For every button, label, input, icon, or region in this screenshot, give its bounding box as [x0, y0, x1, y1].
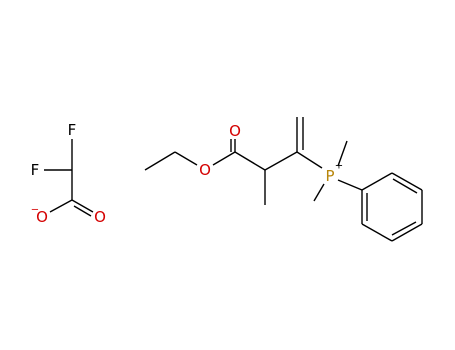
- atom-label: F: [31, 161, 40, 179]
- atom-label: F: [68, 121, 77, 139]
- atom-label: O: [229, 122, 241, 140]
- charge: −: [31, 205, 39, 216]
- atom-label: P: [325, 167, 334, 185]
- atom-label: O: [199, 161, 211, 179]
- atom-label: O: [94, 208, 106, 226]
- bonds: [44, 117, 423, 242]
- charge: +: [335, 161, 343, 172]
- atom-label: O: [36, 208, 48, 226]
